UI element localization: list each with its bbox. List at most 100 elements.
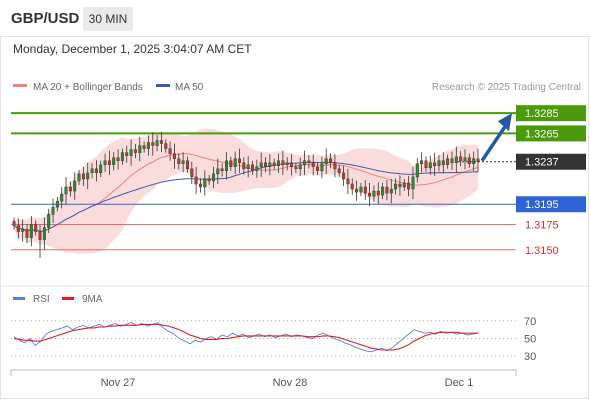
level-label: 1.3175 (525, 219, 559, 231)
x-tick-label: Dec 1 (445, 377, 474, 389)
candle-body (216, 168, 220, 175)
candle-body (298, 164, 302, 170)
price-levels: 1.3285 1.3265 1.3195 1.3175 1.3150 (11, 105, 586, 257)
candle-body (198, 183, 202, 188)
candle-body (116, 157, 120, 161)
candle-body (350, 183, 354, 190)
symbol-label: GBP/USD (11, 10, 80, 27)
candle-body (394, 183, 398, 190)
bollinger-bands (14, 128, 478, 255)
candle-body (311, 162, 315, 168)
candle-body (250, 164, 254, 172)
rsi-tick-label: 70 (524, 316, 536, 328)
candle-body (151, 142, 155, 146)
candle-body (125, 152, 129, 156)
candle-body (264, 162, 268, 168)
candle-body (337, 168, 341, 174)
candle-body (329, 158, 333, 163)
credit-label: Research © 2025 Trading Central (432, 82, 581, 93)
candle-body (389, 188, 393, 194)
candle-body (242, 162, 246, 170)
candle-body (424, 160, 428, 168)
candle-body (285, 162, 289, 166)
candle-body (281, 160, 285, 165)
legend-9ma-swatch (62, 297, 74, 300)
candle-body (459, 156, 463, 161)
candle-body (376, 190, 380, 196)
current-price-badge (516, 153, 586, 170)
candle-body (194, 176, 198, 185)
header-bar: GBP/USD 30 MIN (0, 0, 590, 37)
level-label: 1.3285 (525, 108, 559, 120)
chart-datetime: Monday, December 1, 2025 3:04:07 AM CET (13, 42, 252, 56)
candle-body (64, 186, 68, 195)
candle-body (164, 143, 168, 149)
candle-body (307, 160, 311, 163)
candle-body (303, 160, 307, 165)
candle-body (203, 178, 207, 188)
level-badge (516, 105, 586, 122)
rsi-panel: 70 50 30 (11, 316, 536, 363)
candle-body (229, 160, 233, 167)
candle-body (168, 148, 172, 154)
candle-body (107, 160, 111, 165)
legend-ma20-swatch (13, 84, 27, 87)
candle-body (454, 156, 458, 163)
candle-body (155, 140, 159, 146)
timeframe-button[interactable]: 30 MIN (83, 7, 133, 31)
candle-body (159, 140, 163, 144)
candle-body (177, 158, 181, 164)
candle-body (77, 173, 81, 182)
candle-body (316, 166, 320, 172)
candle-body (372, 190, 376, 197)
candle-body (224, 160, 228, 171)
candle-body (463, 157, 467, 161)
candle-body (42, 227, 46, 240)
candle-body (86, 172, 90, 180)
candle-body (385, 186, 389, 194)
candle-body (255, 166, 259, 172)
candle-body (368, 192, 372, 197)
candle-body (133, 149, 137, 153)
candle-body (211, 173, 215, 182)
candle-body (320, 163, 324, 172)
candle-body (181, 160, 185, 164)
bollinger-band-fill (14, 128, 478, 255)
annotations: 1.3237 (458, 113, 586, 170)
forecast-arrow-shaft (480, 124, 508, 162)
candle-body (290, 162, 294, 168)
candle-body (342, 172, 346, 180)
candle-body (324, 158, 328, 164)
candle-body (146, 142, 150, 149)
candle-body (68, 186, 72, 192)
moving-averages (13, 152, 479, 232)
candle-body (411, 176, 415, 190)
candle-body (268, 162, 272, 168)
candle-body (333, 162, 337, 170)
candle-body (120, 152, 124, 161)
candle-body (246, 164, 250, 170)
candle-body (94, 168, 98, 174)
candle-body (220, 168, 224, 172)
level-label: 1.3265 (525, 128, 559, 140)
legend-ma20-label: MA 20 + Bollinger Bands (33, 82, 143, 93)
candle-body (73, 180, 77, 192)
legend-ma50-label: MA 50 (175, 82, 204, 93)
candle-body (29, 224, 33, 238)
legend-ma50-swatch (156, 84, 170, 87)
candle-body (355, 188, 359, 193)
candle-body (433, 162, 437, 167)
legend-rsi-label: RSI (33, 294, 50, 305)
level-badge (516, 125, 586, 142)
candle-body (207, 178, 211, 182)
candle-body (112, 157, 116, 165)
candle-body (142, 145, 146, 149)
rsi-9ma-line (13, 323, 478, 351)
candle-body (55, 200, 59, 208)
current-price-label: 1.3237 (525, 157, 559, 169)
candle-body (398, 183, 402, 188)
candle-body (259, 162, 263, 168)
candle-body (467, 157, 471, 164)
level-label: 1.3195 (525, 199, 559, 211)
